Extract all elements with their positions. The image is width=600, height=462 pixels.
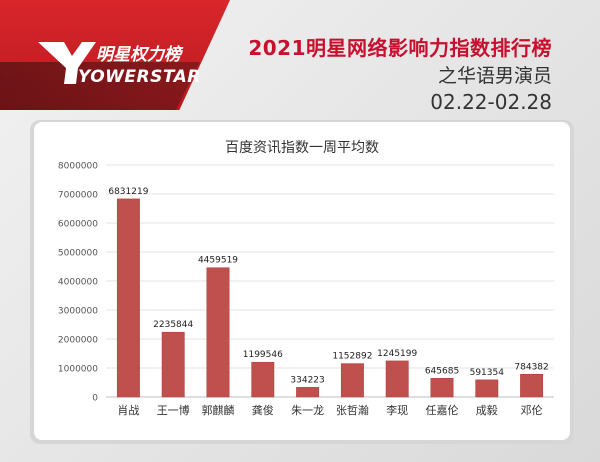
brand-logo: 明星权力榜 YOWERSTAR xyxy=(38,42,201,86)
brand-name-en: YOWERSTAR xyxy=(78,67,201,86)
brand-name-cn: 明星权力榜 xyxy=(96,45,184,65)
bar xyxy=(116,198,140,398)
bar-value-label: 784382 xyxy=(514,362,548,372)
bar-value-label: 334223 xyxy=(290,375,324,385)
date-range: 02.22-02.28 xyxy=(430,90,552,114)
bar-value-label: 4459519 xyxy=(198,256,238,266)
x-tick-label: 邓伦 xyxy=(521,403,543,417)
x-tick-label: 王一博 xyxy=(157,404,190,417)
bar-value-label: 591354 xyxy=(470,368,505,378)
bar xyxy=(206,267,230,398)
x-tick-label: 李现 xyxy=(386,403,408,417)
logo-y-mark xyxy=(38,42,96,84)
page-subtitle: 之华语男演员 xyxy=(437,65,552,87)
y-axis-ticks: 0 1000000 2000000 3000000 4000000 5000000 6000… xyxy=(58,162,98,404)
x-tick-label: 张哲瀚 xyxy=(336,403,369,417)
title-block: 2021明星网络影响力指数排行榜 之华语男演员 02.22-02.28 xyxy=(248,36,552,114)
bar-value-label: 1199546 xyxy=(243,350,283,360)
x-tick-label: 朱一龙 xyxy=(291,404,324,417)
x-axis-ticks: 肖战 王一博 郭麒麟 龚俊 朱一龙 张哲瀚 李现 任嘉伦 成毅 邓伦 xyxy=(117,403,542,417)
bar xyxy=(296,387,320,398)
y-tick-label: 8000000 xyxy=(58,162,98,172)
bar xyxy=(161,331,185,398)
data-labels: 6831219 2235844 4459519 1199546 334223 115289… xyxy=(108,187,548,385)
bar xyxy=(251,361,275,398)
y-tick-label: 7000000 xyxy=(58,191,98,201)
bar xyxy=(385,360,409,398)
y-tick-label: 4000000 xyxy=(58,278,98,288)
x-tick-label: 肖战 xyxy=(117,403,139,417)
x-tick-label: 郭麒麟 xyxy=(202,403,235,417)
y-tick-label: 2000000 xyxy=(58,336,98,346)
bars xyxy=(116,198,544,398)
chart-card: 百度资讯指数一周平均数 0 1000000 2000000 3000000 400000… xyxy=(34,122,570,440)
x-tick-label: 龚俊 xyxy=(252,403,274,417)
y-tick-label: 5000000 xyxy=(58,249,98,259)
bar-value-label: 6831219 xyxy=(108,187,148,197)
bar xyxy=(340,363,364,398)
bar xyxy=(520,374,544,398)
y-tick-label: 0 xyxy=(92,394,98,404)
logo-dark-band xyxy=(0,62,200,110)
bar-chart: 百度资讯指数一周平均数 0 1000000 2000000 3000000 400000… xyxy=(58,140,554,417)
chart-title: 百度资讯指数一周平均数 xyxy=(225,140,379,156)
bar-value-label: 1152892 xyxy=(332,352,372,362)
y-tick-label: 3000000 xyxy=(58,307,98,317)
bar xyxy=(475,379,499,398)
y-tick-label: 1000000 xyxy=(58,365,98,375)
y-tick-label: 6000000 xyxy=(58,220,98,230)
bar-value-label: 1245199 xyxy=(377,349,417,359)
x-tick-label: 任嘉伦 xyxy=(426,403,459,417)
bar-value-label: 645685 xyxy=(425,366,459,376)
x-tick-label: 成毅 xyxy=(476,403,498,417)
bar xyxy=(430,378,454,398)
page-title: 2021明星网络影响力指数排行榜 xyxy=(248,36,552,60)
bar-value-label: 2235844 xyxy=(153,320,193,330)
